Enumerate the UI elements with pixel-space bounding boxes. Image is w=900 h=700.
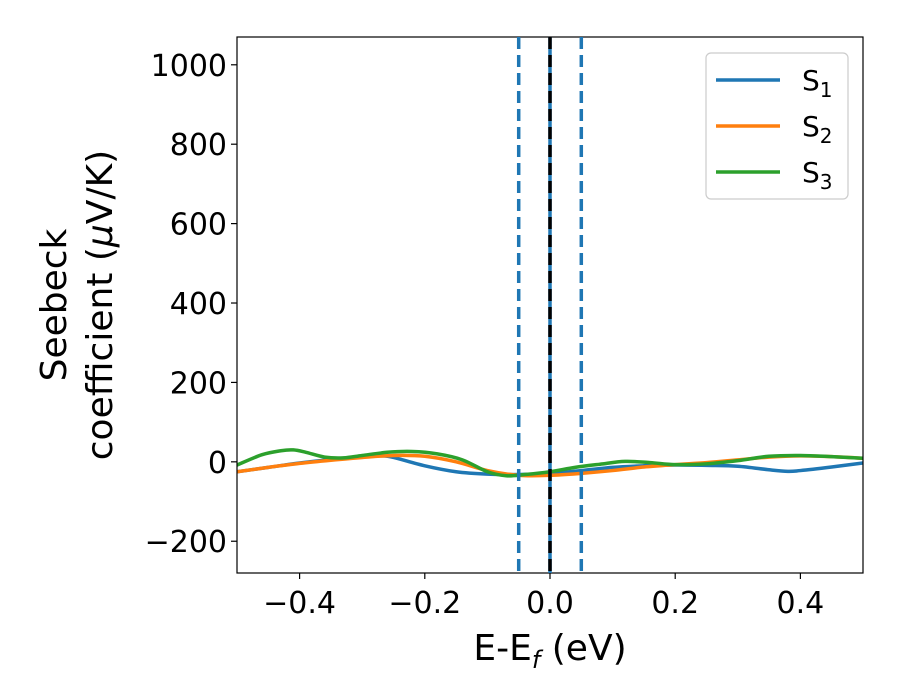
x-axis-ticks: −0.4 −0.2 0.0 0.2 0.4 bbox=[263, 573, 824, 621]
x-axis-label: E-Ef (eV) bbox=[473, 628, 626, 674]
y-tick-label: 200 bbox=[170, 366, 227, 401]
reference-lines bbox=[516, 37, 584, 573]
legend-label-1: S1 bbox=[802, 64, 833, 102]
y-tick-label: 600 bbox=[170, 208, 227, 243]
x-tick-label: −0.4 bbox=[263, 586, 336, 621]
x-axis-label-unit: (eV) bbox=[540, 628, 626, 669]
legend: S1 S2 S3 bbox=[705, 52, 849, 200]
x-tick-label: 0.4 bbox=[777, 586, 825, 621]
x-axis-label-main: E-E bbox=[473, 628, 531, 669]
y-axis-label: Seebeck coefficient (μV/K) bbox=[34, 150, 121, 460]
y-tick-label: 0 bbox=[208, 446, 227, 481]
legend-label-3: S3 bbox=[802, 156, 833, 194]
y-tick-label: 800 bbox=[170, 128, 227, 163]
y-axis-label-line2: coefficient (μV/K) bbox=[80, 150, 121, 460]
series-line-3 bbox=[237, 448, 863, 478]
legend-label-2: S2 bbox=[802, 110, 833, 148]
y-axis-ticks: −200 0 200 400 600 800 1000 bbox=[145, 49, 237, 560]
x-tick-label: 0.2 bbox=[651, 586, 699, 621]
y-tick-label: 1000 bbox=[151, 49, 227, 84]
x-tick-label: 0.0 bbox=[526, 586, 574, 621]
y-axis-label-unit: V/K) bbox=[80, 150, 121, 224]
y-axis-label-mu: μ bbox=[80, 224, 121, 248]
y-axis-label-coefficient: coefficient ( bbox=[80, 247, 121, 460]
y-tick-label: 400 bbox=[170, 287, 227, 322]
x-tick-label: −0.2 bbox=[388, 586, 461, 621]
y-tick-label: −200 bbox=[145, 525, 227, 560]
y-axis-label-line1: Seebeck bbox=[34, 228, 75, 381]
